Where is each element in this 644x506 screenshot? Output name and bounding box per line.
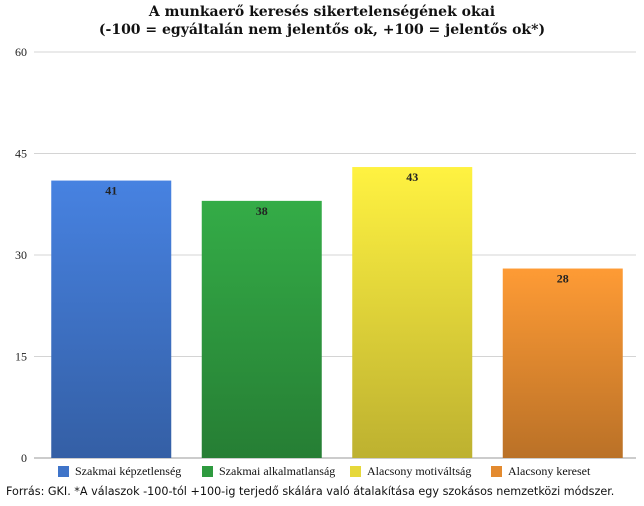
legend-label-4: Alacsony kereset bbox=[508, 463, 591, 478]
data-label-1: 41 bbox=[105, 184, 117, 198]
chart-title: A munkaerő keresés sikertelenségének oka… bbox=[148, 4, 496, 20]
legend-swatch-1 bbox=[58, 465, 69, 477]
legend-item-4: Alacsony kereset bbox=[491, 463, 590, 479]
data-label-3: 43 bbox=[406, 170, 418, 184]
legend-item-3: Alacsony motiváltság bbox=[350, 463, 471, 479]
data-label-4: 28 bbox=[557, 272, 569, 286]
data-labels: 41 38 43 28 bbox=[105, 170, 569, 285]
legend-swatch-4 bbox=[491, 465, 502, 477]
legend-label-2: Szakmai alkalmatlanság bbox=[219, 463, 336, 478]
source-note: Forrás: GKI. *A válaszok -100-tól +100-i… bbox=[6, 485, 615, 498]
bar-2 bbox=[201, 200, 322, 458]
y-tick-label: 45 bbox=[15, 147, 27, 161]
data-label-2: 38 bbox=[256, 204, 268, 218]
bar-4 bbox=[502, 268, 623, 458]
y-tick-label: 0 bbox=[21, 451, 27, 465]
y-tick-label: 30 bbox=[15, 248, 27, 262]
legend-label-1: Szakmai képzetlenség bbox=[75, 463, 182, 478]
bar-1 bbox=[51, 180, 172, 459]
y-axis-ticks: 0 15 30 45 60 bbox=[15, 45, 27, 465]
legend-swatch-2 bbox=[202, 465, 213, 477]
chart-subtitle: (-100 = egyáltalán nem jelentős ok, +100… bbox=[98, 22, 546, 38]
bars bbox=[51, 167, 623, 459]
legend-label-3: Alacsony motiváltság bbox=[367, 463, 472, 478]
legend-swatch-3 bbox=[350, 465, 361, 477]
legend-item-2: Szakmai alkalmatlanság bbox=[202, 463, 335, 479]
y-tick-label: 15 bbox=[15, 350, 27, 364]
legend-item-1: Szakmai képzetlenség bbox=[58, 463, 181, 479]
bar-3 bbox=[352, 167, 473, 459]
y-tick-label: 60 bbox=[15, 45, 27, 59]
